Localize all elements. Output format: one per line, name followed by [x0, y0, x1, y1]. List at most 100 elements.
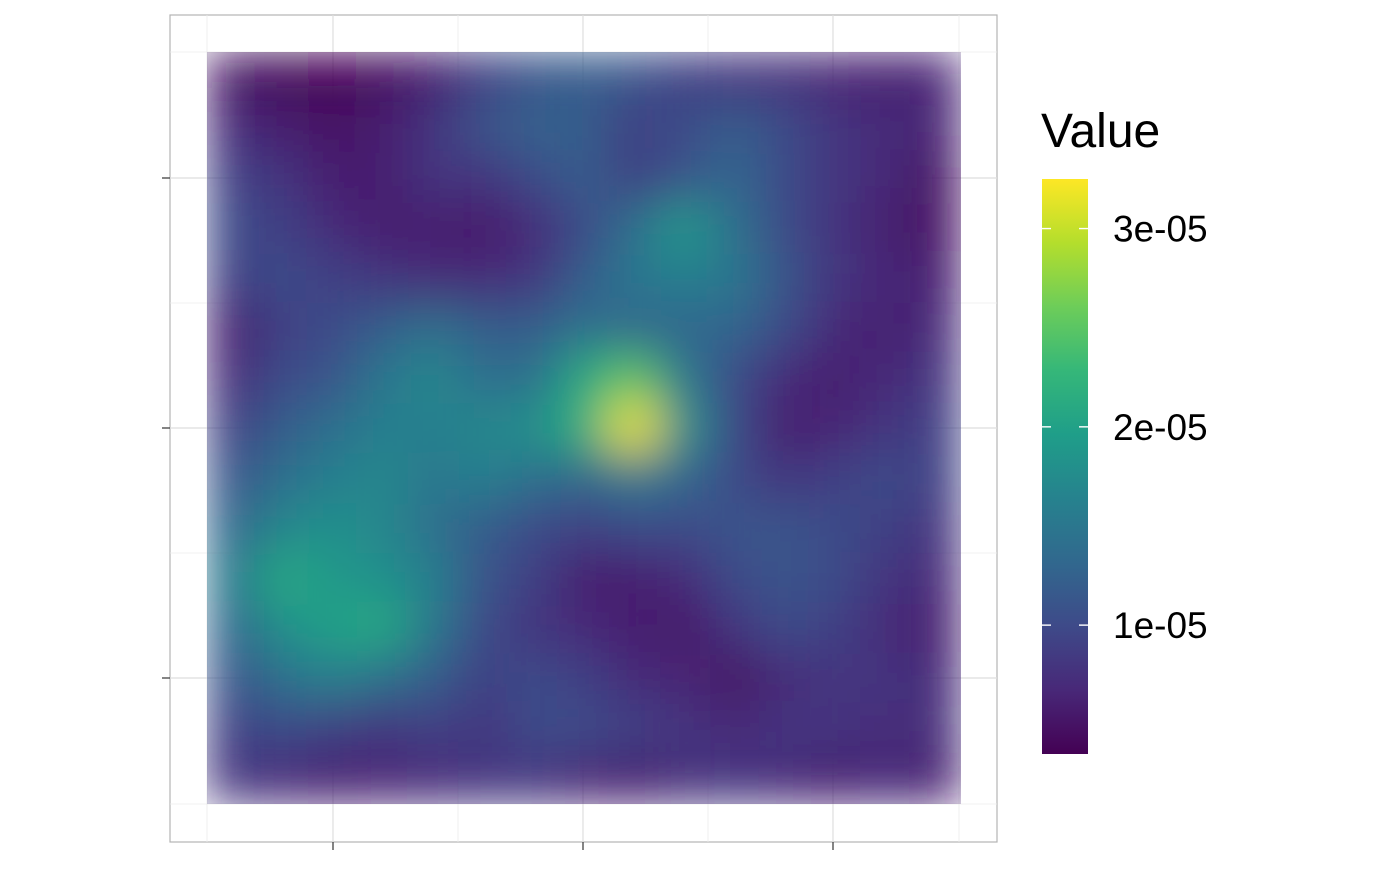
heatmap-cell — [508, 201, 560, 254]
heatmap-cell — [256, 552, 309, 604]
heatmap-cell — [508, 52, 560, 103]
heatmap-cell — [457, 602, 510, 655]
heatmap-cell — [910, 402, 961, 454]
heatmap-cell — [809, 502, 861, 554]
heatmap-cell — [457, 302, 510, 354]
heatmap-cell — [910, 352, 961, 404]
heatmap-cell — [508, 101, 560, 153]
heatmap-cell — [859, 352, 912, 404]
legend-breaks: 1e-05 2e-05 3e-05 — [1042, 209, 1208, 646]
heatmap-cell — [207, 52, 258, 103]
heatmap-cell — [207, 402, 258, 454]
heatmap-cell — [608, 402, 660, 454]
heatmap-cell — [859, 452, 912, 504]
legend-title: Value — [1041, 105, 1160, 158]
heatmap-cell — [508, 502, 560, 554]
legend-break-label: 3e-05 — [1113, 209, 1208, 250]
heatmap-cell — [658, 101, 711, 153]
heatmap-cell — [256, 602, 309, 655]
heatmap-cell — [357, 252, 409, 304]
heatmap-cell — [407, 602, 459, 655]
heatmap-cell — [357, 101, 409, 153]
heatmap-cell — [759, 452, 811, 504]
heatmap-cell — [407, 502, 459, 554]
heatmap-cell — [508, 302, 560, 354]
heatmap-cell — [357, 201, 409, 254]
heatmap-cell — [407, 552, 459, 604]
heatmap-cell — [658, 302, 711, 354]
heatmap-cell — [407, 452, 459, 504]
heatmap-cell — [357, 402, 409, 454]
heatmap-cell — [558, 101, 610, 153]
heatmap-cell — [407, 352, 459, 404]
heatmap-cell — [207, 302, 258, 354]
heatmap-cell — [558, 151, 610, 203]
heatmap-cell — [658, 402, 711, 454]
heatmap-cell — [307, 151, 359, 203]
heatmap-cell — [457, 703, 510, 755]
heatmap-cell — [256, 402, 309, 454]
heatmap-cell — [457, 753, 510, 804]
heatmap-cell — [759, 402, 811, 454]
heatmap-cell — [307, 653, 359, 705]
heatmap-cell — [207, 101, 258, 153]
heatmap-cell — [307, 552, 359, 604]
heatmap-cell — [457, 402, 510, 454]
heatmap-cell — [709, 101, 761, 153]
heatmap-tiles — [207, 52, 961, 804]
heatmap-cell — [910, 302, 961, 354]
heatmap-cell — [859, 753, 912, 804]
heatmap-cell — [307, 352, 359, 404]
heatmap-cell — [709, 602, 761, 655]
heatmap-cell — [256, 151, 309, 203]
heatmap-cell — [709, 151, 761, 203]
heatmap-cell — [658, 52, 711, 103]
heatmap-cell — [809, 101, 861, 153]
heatmap-cell — [759, 502, 811, 554]
heatmap-cell — [407, 252, 459, 304]
heatmap-cell — [759, 52, 811, 103]
legend: Value 1e-05 2e-05 3e-05 — [1041, 105, 1208, 754]
heatmap-cell — [910, 252, 961, 304]
heatmap-cell — [407, 302, 459, 354]
heatmap-cell — [608, 452, 660, 504]
heatmap-cell — [207, 151, 258, 203]
heatmap-cell — [256, 452, 309, 504]
heatmap-cell — [207, 703, 258, 755]
heatmap-cell — [910, 602, 961, 655]
heatmap-cell — [307, 302, 359, 354]
heatmap-cell — [759, 302, 811, 354]
heatmap-cell — [256, 302, 309, 354]
heatmap-cell — [859, 302, 912, 354]
heatmap-cell — [407, 753, 459, 804]
heatmap-cell — [809, 703, 861, 755]
heatmap-cell — [859, 252, 912, 304]
heatmap-cell — [508, 252, 560, 304]
heatmap-cell — [558, 452, 610, 504]
heatmap-cell — [357, 602, 409, 655]
heatmap-cell — [709, 52, 761, 103]
heatmap-cell — [608, 753, 660, 804]
heatmap-cell — [256, 352, 309, 404]
heatmap-cell — [407, 101, 459, 153]
heatmap-cell — [508, 602, 560, 655]
heatmap-cell — [910, 653, 961, 705]
heatmap-cell — [307, 201, 359, 254]
heatmap-cell — [910, 552, 961, 604]
heatmap-cell — [207, 352, 258, 404]
heatmap-cell — [256, 252, 309, 304]
heatmap-cell — [809, 52, 861, 103]
heatmap-cell — [759, 602, 811, 655]
heatmap-cell — [709, 502, 761, 554]
heatmap-cell — [859, 52, 912, 103]
heatmap-cell — [608, 201, 660, 254]
heatmap-cell — [307, 101, 359, 153]
heatmap-cell — [759, 151, 811, 203]
heatmap-cell — [307, 602, 359, 655]
heatmap-cell — [759, 753, 811, 804]
heatmap-cell — [508, 552, 560, 604]
heatmap-cell — [658, 201, 711, 254]
heatmap-cell — [608, 703, 660, 755]
heatmap-cell — [407, 402, 459, 454]
heatmap-cell — [357, 452, 409, 504]
